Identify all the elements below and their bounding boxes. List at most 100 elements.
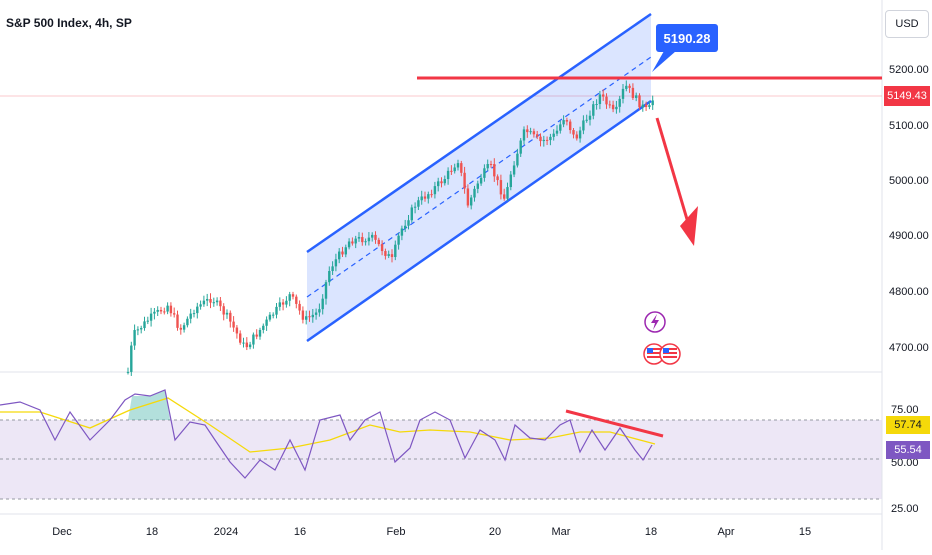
candle-body[interactable] [631, 87, 635, 98]
candle-body[interactable] [522, 129, 526, 141]
candle-body[interactable] [466, 188, 470, 206]
candle-body[interactable] [486, 164, 489, 169]
candle-body[interactable] [361, 237, 364, 243]
candle-body[interactable] [621, 88, 625, 99]
candle-body[interactable] [427, 194, 430, 199]
candle-body[interactable] [615, 106, 618, 110]
candle-body[interactable] [324, 282, 328, 299]
candle-body[interactable] [499, 180, 503, 195]
candle-body[interactable] [420, 196, 423, 201]
candle-body[interactable] [179, 327, 182, 330]
candle-body[interactable] [173, 313, 176, 315]
candle-body[interactable] [308, 316, 311, 318]
candle-body[interactable] [143, 321, 146, 329]
time-axis[interactable]: Dec 18 2024 16 Feb 20 Mar 18 Apr 15 [52, 526, 811, 538]
candle-body[interactable] [578, 130, 582, 139]
candle-body[interactable] [456, 163, 460, 168]
lightning-icon[interactable] [644, 311, 666, 333]
candle-body[interactable] [380, 244, 384, 252]
candle-body[interactable] [618, 98, 621, 107]
candle-body[interactable] [519, 140, 522, 154]
candle-body[interactable] [602, 94, 605, 97]
candle-body[interactable] [572, 130, 575, 135]
candle-body[interactable] [159, 309, 163, 312]
candle-body[interactable] [526, 129, 529, 133]
candle-body[interactable] [367, 237, 371, 242]
candle-body[interactable] [460, 163, 463, 173]
candle-body[interactable] [648, 105, 651, 108]
candle-body[interactable] [552, 133, 555, 137]
candle-body[interactable] [182, 325, 186, 330]
candle-body[interactable] [437, 181, 440, 187]
candle-body[interactable] [644, 104, 648, 108]
candle-body[interactable] [133, 330, 136, 346]
candle-body[interactable] [536, 134, 539, 137]
currency-button[interactable]: USD [885, 10, 929, 38]
candle-body[interactable] [275, 306, 278, 315]
candle-body[interactable] [506, 187, 509, 199]
candle-body[interactable] [265, 319, 268, 326]
candle-body[interactable] [130, 345, 133, 372]
candle-body[interactable] [625, 85, 628, 89]
candle-body[interactable] [258, 329, 262, 337]
candle-body[interactable] [565, 120, 569, 122]
candle-body[interactable] [153, 311, 156, 314]
candle-body[interactable] [235, 327, 239, 334]
candle-body[interactable] [242, 342, 245, 344]
candle-body[interactable] [140, 328, 143, 330]
candle-body[interactable] [146, 320, 149, 322]
candle-body[interactable] [512, 165, 516, 175]
candle-body[interactable] [219, 300, 222, 307]
candle-body[interactable] [611, 104, 615, 110]
rsi-axis[interactable]: 75.00 50.00 25.00 [891, 404, 919, 515]
candle-body[interactable] [638, 95, 641, 108]
candle-body[interactable] [390, 254, 394, 258]
candle-body[interactable] [509, 174, 512, 188]
candles-group[interactable] [126, 80, 654, 376]
us-flag-icon[interactable] [659, 343, 681, 365]
candle-body[interactable] [196, 306, 199, 314]
candle-body[interactable] [549, 136, 552, 141]
candle-body[interactable] [225, 312, 229, 315]
candle-body[interactable] [585, 119, 588, 121]
candle-body[interactable] [542, 139, 545, 142]
candle-body[interactable] [347, 241, 351, 248]
candle-body[interactable] [318, 309, 321, 313]
candle-body[interactable] [605, 96, 608, 105]
candle-body[interactable] [232, 321, 235, 328]
candle-body[interactable] [489, 164, 493, 166]
candle-body[interactable] [440, 181, 443, 184]
candle-body[interactable] [628, 85, 631, 88]
candle-body[interactable] [245, 342, 248, 348]
candle-body[interactable] [291, 294, 295, 297]
candle-body[interactable] [400, 228, 404, 236]
candle-body[interactable] [575, 134, 578, 139]
candle-body[interactable] [212, 302, 215, 304]
candle-body[interactable] [314, 312, 318, 315]
candle-body[interactable] [588, 115, 592, 120]
candle-body[interactable] [186, 318, 189, 326]
candle-body[interactable] [239, 333, 242, 343]
candle-body[interactable] [354, 238, 357, 244]
candle-body[interactable] [413, 206, 417, 208]
candle-body[interactable] [397, 235, 400, 245]
candle-body[interactable] [374, 234, 377, 240]
candle-body[interactable] [443, 179, 446, 184]
candle-body[interactable] [555, 130, 559, 134]
candle-body[interactable] [311, 314, 314, 318]
candle-body[interactable] [503, 194, 506, 199]
rsi-divergence-line[interactable] [565, 409, 664, 438]
candle-body[interactable] [529, 131, 532, 133]
price-callout[interactable]: 5190.28 [656, 24, 718, 52]
candle-body[interactable] [407, 220, 410, 226]
candle-body[interactable] [651, 100, 654, 106]
candle-body[interactable] [268, 314, 272, 320]
candle-body[interactable] [423, 196, 427, 199]
candle-body[interactable] [410, 207, 413, 221]
channel-upper-line[interactable] [306, 12, 652, 254]
candle-body[interactable] [641, 104, 644, 108]
candle-body[interactable] [394, 244, 397, 258]
candle-body[interactable] [344, 247, 347, 255]
candle-body[interactable] [539, 136, 542, 142]
